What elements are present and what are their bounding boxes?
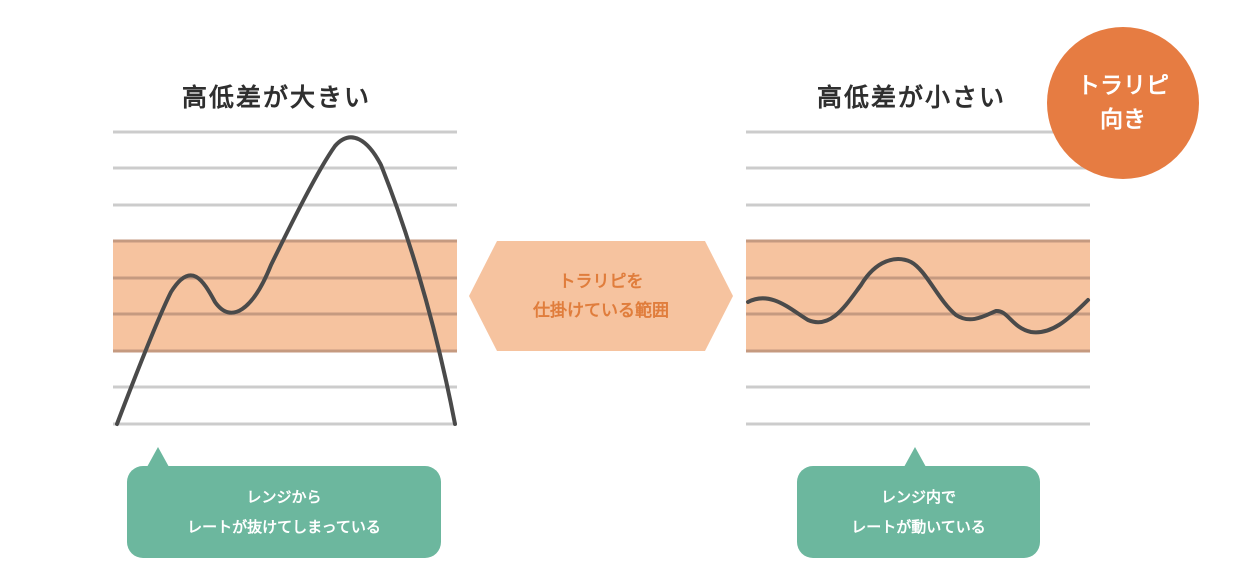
- trap-range-band: [113, 241, 457, 351]
- range-label-line2: 仕掛けている範囲: [533, 301, 669, 321]
- right-price-chart: [746, 130, 1090, 426]
- range-label-line1: トラリピを: [558, 272, 644, 292]
- badge-line2: 向き: [1100, 107, 1146, 133]
- range-label: トラリピを 仕掛けている範囲: [469, 268, 733, 326]
- price-line-stable: [746, 257, 1090, 335]
- left-price-chart: [113, 130, 457, 426]
- trap-range-band: [746, 241, 1090, 351]
- right-callout-bubble: レンジ内で レートが動いている: [797, 447, 1040, 558]
- left-callout-line1: レンジから: [246, 488, 322, 506]
- badge-line1: トラリピ: [1077, 73, 1169, 99]
- right-callout-line1: レンジ内で: [880, 488, 956, 506]
- price-line-volatile: [115, 135, 457, 426]
- right-panel-title: 高低差が小さい: [817, 83, 1007, 112]
- left-callout-line2: レートが抜けてしまっている: [187, 518, 381, 536]
- right-callout-line2: レートが動いている: [851, 518, 986, 536]
- left-callout-bubble: レンジから レートが抜けてしまっている: [127, 466, 441, 558]
- left-panel-title: 高低差が大きい: [182, 83, 372, 112]
- range-hexagon: [469, 241, 733, 351]
- suitable-badge: トラリピ 向き: [1047, 27, 1199, 179]
